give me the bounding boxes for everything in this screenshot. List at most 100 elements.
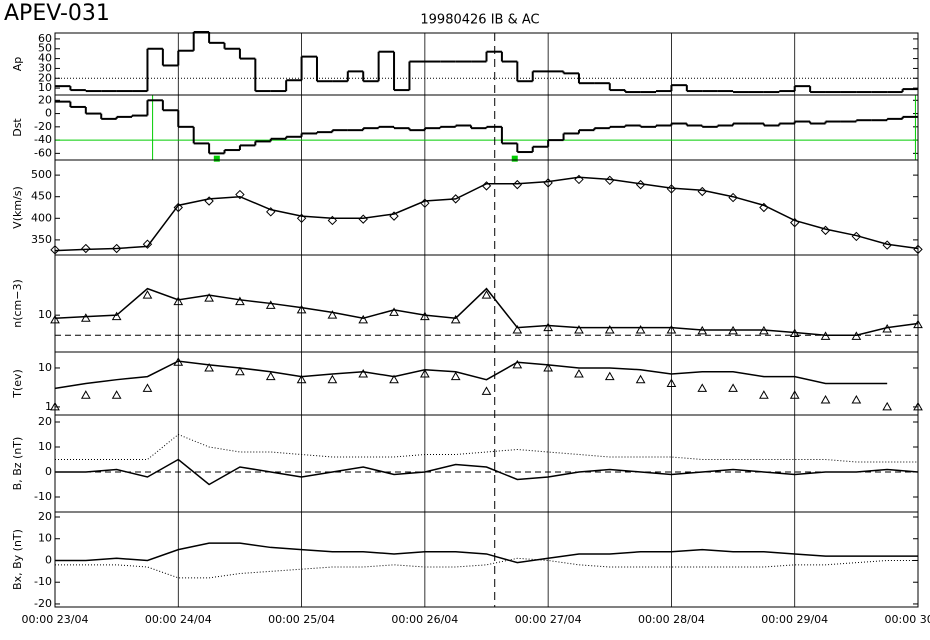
- y-axis-label: T(ev): [11, 369, 24, 399]
- diamond-marker: [266, 207, 276, 217]
- y-tick-label: 0: [45, 107, 52, 120]
- diamond-marker: [173, 202, 183, 213]
- diamond-marker: [851, 231, 862, 242]
- triangle-marker: [204, 293, 214, 302]
- triangle-marker: [327, 374, 338, 384]
- y-tick-label: 20: [38, 71, 52, 84]
- chart-title: APEV-031: [4, 1, 110, 26]
- x-tick-label: 00:00 29/04: [761, 613, 828, 626]
- triangle-marker: [697, 325, 708, 335]
- diamond-marker: [111, 243, 122, 254]
- triangle-marker: [666, 324, 677, 334]
- panel-frame: [54, 511, 919, 608]
- triangle-marker: [851, 331, 862, 340]
- triangle-marker: [450, 371, 461, 381]
- triangle-marker: [820, 331, 831, 340]
- triangle-marker: [697, 383, 708, 392]
- diamond-marker: [81, 243, 91, 254]
- triangle-marker: [574, 324, 584, 334]
- x-tick-label: 00:00 25/04: [268, 613, 335, 626]
- triangle-marker: [204, 362, 214, 372]
- triangle-marker: [481, 386, 492, 395]
- triangle-marker: [604, 371, 615, 381]
- triangle-marker: [235, 366, 245, 376]
- triangle-marker: [543, 362, 554, 372]
- x-tick-label: 00:00 24/04: [145, 613, 212, 626]
- triangle-marker: [635, 374, 646, 384]
- triangle-marker: [296, 374, 307, 384]
- triangle-marker: [728, 383, 738, 392]
- triangle-marker: [635, 324, 646, 334]
- y-tick-label: -10: [34, 575, 52, 588]
- triangle-marker: [142, 383, 153, 392]
- diamond-marker: [296, 213, 307, 224]
- series-line: [54, 360, 888, 390]
- y-tick-label: 450: [31, 190, 52, 203]
- triangle-marker: [882, 323, 893, 333]
- diamond-marker: [450, 194, 461, 204]
- y-axis-label: B, Bz (nT): [11, 437, 24, 491]
- triangle-marker: [759, 390, 769, 399]
- y-tick-label: -20: [34, 597, 52, 610]
- y-axis-label: Bx, By (nT): [11, 529, 24, 590]
- series-line: [54, 176, 919, 252]
- triangle-marker: [882, 401, 893, 411]
- triangle-marker: [111, 311, 122, 321]
- y-tick-label: 400: [31, 211, 52, 224]
- y-tick-label: 500: [31, 168, 52, 181]
- y-tick-label: 10: [38, 440, 52, 453]
- y-axis-label: Ap: [11, 57, 24, 72]
- triangle-marker: [728, 325, 738, 335]
- series-line: [54, 287, 919, 336]
- diamond-marker: [759, 202, 769, 213]
- y-tick-label: -40: [34, 133, 52, 146]
- triangle-marker: [173, 296, 184, 306]
- diamond-marker: [605, 175, 615, 186]
- diamond-marker: [666, 184, 677, 194]
- y-tick-label: 20: [38, 93, 52, 106]
- y-axis-label: Dst: [11, 118, 24, 137]
- triangle-marker: [389, 374, 399, 384]
- series-line: [55, 458, 919, 486]
- y-tick-label: 30: [38, 61, 52, 74]
- triangle-marker: [358, 314, 369, 324]
- triangle-marker: [80, 313, 91, 322]
- diamond-marker: [820, 225, 831, 236]
- triangle-marker: [80, 390, 91, 399]
- triangle-marker: [851, 395, 862, 404]
- diamond-marker: [512, 179, 523, 190]
- y-tick-label: 10: [38, 81, 52, 94]
- diamond-marker: [235, 189, 245, 200]
- triangle-marker: [142, 290, 153, 299]
- x-tick-label: 00:00 30/04: [885, 613, 930, 626]
- y-tick-label: 10: [38, 532, 52, 545]
- y-tick-label: 10: [38, 361, 52, 374]
- triangle-marker: [419, 368, 430, 378]
- x-tick-label: 00:00 28/04: [638, 613, 705, 626]
- triangle-marker: [604, 324, 615, 334]
- triangle-marker: [759, 325, 769, 335]
- y-tick-label: 10: [38, 308, 52, 321]
- point-marker: [213, 155, 220, 162]
- triangle-marker: [789, 328, 800, 338]
- triangle-marker: [327, 310, 338, 319]
- triangle-marker: [666, 378, 677, 387]
- triangle-marker: [543, 322, 554, 332]
- y-tick-label: 20: [38, 415, 52, 428]
- triangle-marker: [820, 395, 831, 404]
- y-tick-label: 60: [38, 32, 52, 45]
- triangle-marker: [173, 357, 184, 366]
- diamond-marker: [481, 181, 492, 191]
- y-tick-label: 0: [45, 465, 52, 478]
- y-tick-label: -60: [34, 146, 52, 159]
- diamond-marker: [635, 179, 646, 190]
- y-tick-label: 50: [38, 42, 52, 55]
- x-tick-label: 00:00 23/04: [22, 613, 89, 626]
- diamond-marker: [420, 198, 430, 208]
- point-marker: [511, 155, 518, 162]
- chart-subtitle: 19980426 IB & AC: [420, 13, 539, 28]
- triangle-marker: [389, 307, 399, 316]
- diamond-marker: [543, 178, 553, 188]
